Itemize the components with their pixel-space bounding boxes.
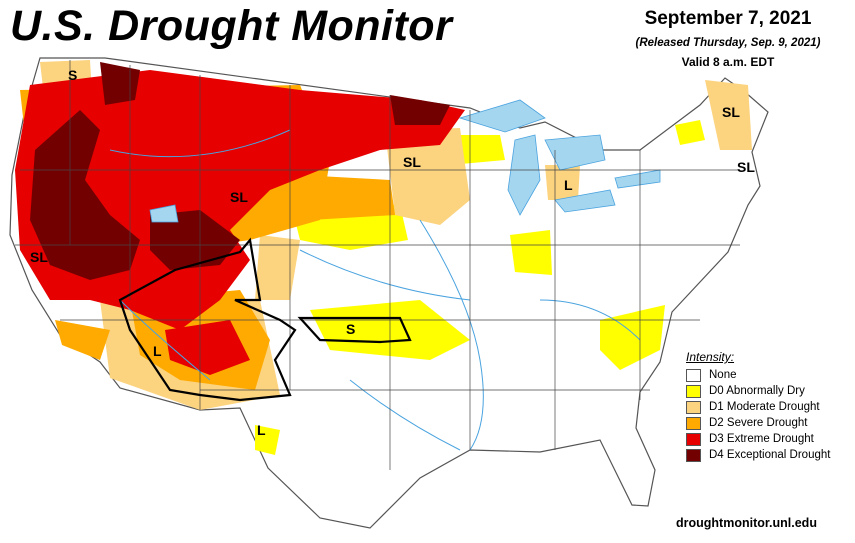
great-lakes <box>149 99 661 223</box>
legend-row: None <box>686 367 851 383</box>
legend-row: D1 Moderate Drought <box>686 399 851 415</box>
legend-swatch <box>686 432 701 446</box>
legend-row: D0 Abnormally Dry <box>686 383 851 399</box>
legend-label: D0 Abnormally Dry <box>709 385 805 397</box>
impact-label: S <box>346 321 355 337</box>
release-note: (Released Thursday, Sep. 9, 2021) <box>635 37 821 49</box>
legend-swatch <box>686 448 701 462</box>
legend-swatch <box>686 368 701 382</box>
impact-label: S <box>68 67 77 83</box>
legend-label: D4 Exceptional Drought <box>709 449 831 461</box>
legend-label: D2 Severe Drought <box>709 417 808 429</box>
legend-label: D1 Moderate Drought <box>709 401 820 413</box>
impact-boundaries <box>118 237 412 402</box>
legend-label: None <box>709 369 737 381</box>
legend-label: D3 Extreme Drought <box>709 433 814 445</box>
legend-row: D4 Exceptional Drought <box>686 447 851 463</box>
website-link[interactable]: droughtmonitor.unl.edu <box>676 516 817 530</box>
impact-label: L <box>257 422 266 438</box>
valid-time: Valid 8 a.m. EDT <box>681 55 775 69</box>
impact-label: SL <box>722 104 740 120</box>
legend-swatch <box>686 384 701 398</box>
legend-swatch <box>686 400 701 414</box>
impact-label: SL <box>230 189 248 205</box>
legend-swatch <box>686 416 701 430</box>
legend-title: Intensity: <box>686 350 735 364</box>
impact-label: SL <box>737 159 755 175</box>
map-date: September 7, 2021 <box>644 8 812 29</box>
legend-row: D2 Severe Drought <box>686 415 851 431</box>
map-title: U.S. Drought Monitor <box>10 2 453 50</box>
intensity-legend: Intensity: None D0 Abnormally Dry D1 Mod… <box>686 350 851 463</box>
impact-label: L <box>153 343 162 359</box>
legend-row: D3 Extreme Drought <box>686 431 851 447</box>
impact-label: SL <box>30 249 48 265</box>
impact-label: SL <box>403 154 421 170</box>
impact-label: L <box>564 177 573 193</box>
